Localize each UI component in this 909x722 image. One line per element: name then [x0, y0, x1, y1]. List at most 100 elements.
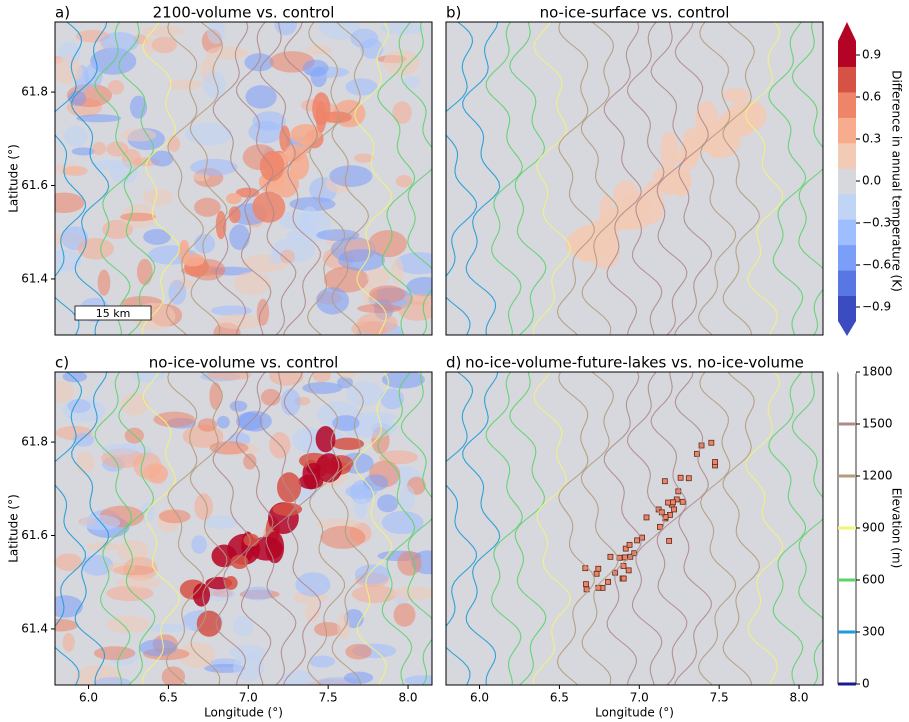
field-patch: [332, 415, 360, 432]
field-patch: [167, 79, 203, 90]
y-tick-label: 61.4: [21, 271, 48, 285]
contour: [165, 22, 204, 335]
map: [446, 22, 823, 335]
warm-patch: [252, 191, 286, 223]
field-patch: [55, 595, 84, 618]
contour: [462, 22, 501, 335]
panel-label: b): [446, 4, 461, 22]
field-patch: [61, 398, 106, 423]
warm-patch: [192, 583, 211, 607]
contour: [141, 22, 180, 335]
field-patch: [300, 206, 319, 233]
warm-patch: [181, 253, 205, 267]
field-patch: [354, 493, 368, 519]
lake: [666, 537, 673, 544]
field-patch: [120, 128, 157, 142]
y-tick-label: 61.6: [21, 528, 48, 542]
colorbar-label: Difference in annual temperature (K): [890, 70, 904, 292]
contour: [55, 372, 87, 685]
lake: [679, 498, 686, 505]
lake: [626, 541, 633, 548]
contour: [283, 372, 321, 685]
field-patch: [194, 197, 221, 217]
field-patch: [81, 555, 114, 576]
field-patch: [75, 451, 95, 475]
colorbar-segment: [838, 270, 856, 297]
colorbar-segment: [838, 244, 856, 271]
contour: [697, 372, 737, 685]
lake: [582, 565, 589, 572]
contour: [235, 372, 274, 685]
field-patch: [395, 252, 432, 275]
contour: [603, 372, 642, 685]
contour: [118, 372, 156, 685]
warm-patch: [196, 610, 222, 637]
warm-patch: [660, 131, 679, 171]
field-patch: [55, 380, 74, 403]
field-patch: [116, 576, 162, 589]
y-tick-label: 61.4: [21, 621, 48, 635]
contour: [331, 372, 370, 685]
field-patch: [143, 228, 171, 245]
contour: [722, 372, 761, 685]
lake: [583, 581, 589, 588]
warm-patch: [725, 100, 761, 133]
colorbar-segment: [838, 66, 856, 93]
field-patch: [109, 160, 138, 185]
lake: [625, 567, 632, 574]
field-patch: [393, 602, 416, 627]
colorbar-segment: [838, 91, 856, 118]
contour: [55, 22, 87, 335]
lake: [622, 545, 629, 552]
field-patch: [368, 230, 408, 258]
field-patch: [366, 268, 391, 286]
panel-label: a): [55, 4, 70, 22]
colorbar-label: Elevation (m): [890, 488, 904, 569]
x-tick-label: 6.5: [159, 691, 178, 705]
y-axis-label: Latitude (°): [7, 144, 21, 213]
panel-title: no-ice-surface vs. control: [540, 4, 730, 22]
field-patch: [323, 266, 369, 293]
contour: [745, 372, 784, 685]
map: [446, 372, 823, 685]
field-patch: [194, 233, 216, 254]
field-patch: [337, 376, 353, 389]
colorbar-tick-label: 0.0: [862, 174, 881, 188]
lake: [593, 570, 600, 577]
colorbar-tick-label: 1200: [862, 469, 893, 483]
field-patch: [216, 415, 230, 429]
field-patch: [147, 623, 192, 633]
field-patch: [55, 553, 83, 572]
contour: [509, 372, 547, 685]
colorbar-tick-label: −0.6: [862, 258, 891, 272]
field-patch: [245, 85, 277, 109]
field-patch: [369, 285, 406, 304]
contour: [235, 22, 274, 335]
panel-title: no-ice-volume vs. control: [149, 354, 339, 372]
contour: [189, 22, 228, 335]
field-patch: [168, 279, 187, 305]
lake: [657, 523, 663, 530]
field-patch: [158, 509, 191, 524]
x-axis-label: Longitude (°): [595, 706, 674, 720]
contour: [603, 22, 642, 335]
lake: [671, 506, 677, 513]
field-patch: [191, 535, 207, 554]
field-patch: [106, 585, 154, 602]
contour: [674, 22, 712, 335]
field-patch: [194, 493, 213, 520]
contour: [722, 22, 761, 335]
warm-patch: [243, 533, 260, 547]
x-tick-label: 8.0: [789, 691, 808, 705]
contour: [697, 22, 737, 335]
field-patch: [312, 372, 332, 383]
field-patch: [197, 418, 218, 432]
contour: [377, 372, 416, 685]
colorbar-extend: [838, 22, 856, 41]
map: [55, 22, 432, 335]
contour: [71, 22, 110, 335]
field-patch: [185, 122, 233, 146]
lake: [620, 575, 627, 582]
contour: [485, 372, 523, 685]
field-patch: [55, 618, 79, 632]
